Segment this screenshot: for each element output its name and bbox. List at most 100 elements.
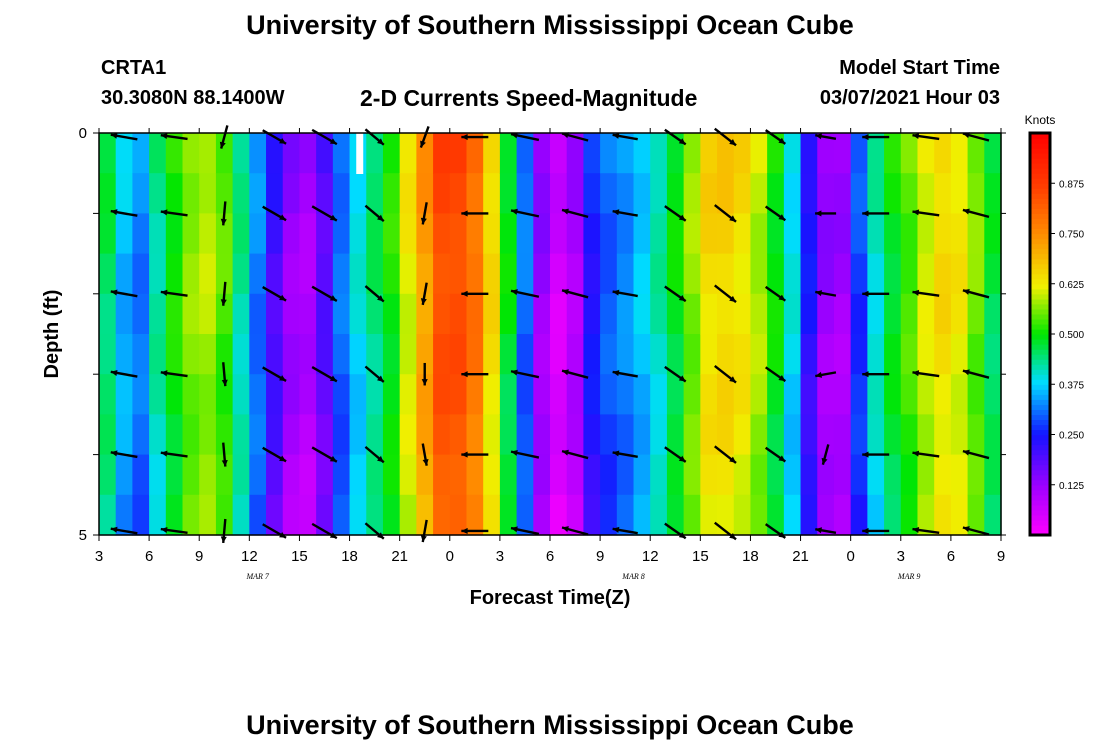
heatmap-cell <box>934 293 952 335</box>
heatmap-cell <box>800 173 818 214</box>
heatmap-cell <box>616 213 635 255</box>
current-arrow-head <box>279 294 287 301</box>
heatmap-cell <box>533 374 551 415</box>
heatmap-cell <box>850 173 868 214</box>
heatmap-cell <box>950 414 969 456</box>
heatmap-cell <box>149 173 167 214</box>
heatmap-cell <box>149 213 167 255</box>
heatmap-cell <box>800 213 818 255</box>
heatmap-cell <box>299 213 317 255</box>
heatmap-cell <box>382 173 401 214</box>
colorbar-swatch <box>1030 228 1050 235</box>
heatmap-cell <box>867 173 885 214</box>
heatmap-cell <box>666 454 685 496</box>
heatmap-cell <box>900 414 919 456</box>
heatmap-cell <box>99 414 117 456</box>
heatmap-cell <box>984 334 1002 375</box>
heatmap-cell <box>583 293 601 335</box>
heatmap-cell <box>783 253 802 295</box>
current-arrow-head <box>377 214 384 222</box>
heatmap-cell <box>399 334 417 375</box>
x-tick-label: 6 <box>947 548 955 565</box>
heatmap-cell <box>332 133 351 174</box>
heatmap-cell <box>600 334 618 375</box>
colorbar-swatch <box>1030 168 1050 174</box>
heatmap-cell <box>967 414 985 456</box>
heatmap-cell <box>650 293 668 335</box>
heatmap-cell <box>700 494 718 536</box>
heatmap-cell <box>967 374 985 415</box>
heatmap-cell <box>750 293 768 335</box>
heatmap-cell <box>900 253 919 295</box>
heatmap-cell <box>382 334 401 375</box>
heatmap-cell <box>566 494 585 536</box>
colorbar-swatch <box>1030 238 1050 245</box>
heatmap-cell <box>516 374 534 415</box>
heatmap-cell <box>165 133 184 174</box>
heatmap-cell <box>566 414 585 456</box>
colorbar-swatch <box>1030 278 1050 285</box>
current-arrow-head <box>678 455 686 462</box>
heatmap-cell <box>316 374 334 415</box>
colorbar-swatch <box>1030 384 1050 390</box>
heatmap-cell <box>249 334 267 375</box>
heatmap-cell <box>499 334 518 375</box>
current-arrow-head <box>678 295 686 302</box>
heatmap-cell <box>600 414 618 456</box>
heatmap-cell <box>833 253 852 295</box>
current-arrow-head <box>110 132 118 139</box>
heatmap-cell <box>750 213 768 255</box>
colorbar-swatch <box>1030 414 1050 421</box>
heatmap-cell <box>783 454 802 496</box>
heatmap-cell <box>950 494 969 536</box>
heatmap-cell <box>266 253 284 295</box>
heatmap-cell <box>984 253 1002 295</box>
heatmap-cell <box>967 133 985 174</box>
heatmap-cell <box>132 213 150 255</box>
heatmap-cell <box>600 293 618 335</box>
heatmap-cell <box>433 133 451 174</box>
heatmap-cell <box>182 454 200 496</box>
current-arrow-head <box>377 138 384 145</box>
heatmap-cell <box>683 494 701 536</box>
heatmap-cell <box>99 213 117 255</box>
heatmap-cell <box>750 414 768 456</box>
station-coords: 30.3080N 88.1400W <box>101 87 285 109</box>
heatmap-cell <box>884 173 902 214</box>
heatmap-cell <box>416 173 434 214</box>
heatmap-cell <box>867 253 885 295</box>
colorbar-swatch <box>1030 253 1050 260</box>
heatmap-cell <box>182 334 200 375</box>
heatmap-cell <box>466 133 484 174</box>
current-arrow-head <box>420 535 427 543</box>
heatmap-cell <box>115 173 134 214</box>
current-arrow-head <box>612 526 620 533</box>
heatmap-cell <box>566 173 585 214</box>
heatmap-layer <box>99 133 1002 536</box>
heatmap-cell <box>449 454 468 496</box>
heatmap-cell <box>633 414 651 456</box>
colorbar-swatch <box>1030 494 1050 501</box>
heatmap-cell <box>299 494 317 536</box>
heatmap-cell <box>633 133 651 174</box>
heatmap-cell <box>299 173 317 214</box>
heatmap-cell <box>767 253 785 295</box>
heatmap-cell <box>900 454 919 496</box>
current-arrow-head <box>511 526 518 533</box>
heatmap-cell <box>299 454 317 496</box>
x-tick-label: 0 <box>846 548 854 565</box>
heatmap-cell <box>232 334 250 375</box>
heatmap-cell <box>550 293 568 335</box>
heatmap-cell <box>165 334 184 375</box>
heatmap-cell <box>600 253 618 295</box>
heatmap-cell <box>332 253 351 295</box>
heatmap-cell <box>967 494 985 536</box>
colorbar-swatch <box>1030 454 1050 461</box>
heatmap-cell <box>382 494 401 536</box>
heatmap-cell <box>399 213 417 255</box>
heatmap-cell <box>349 374 367 415</box>
heatmap-cell <box>533 133 551 174</box>
x-tick-label: 3 <box>95 548 103 565</box>
heatmap-cell <box>249 253 267 295</box>
colorbar-tick-label: 0.500 <box>1059 330 1084 341</box>
